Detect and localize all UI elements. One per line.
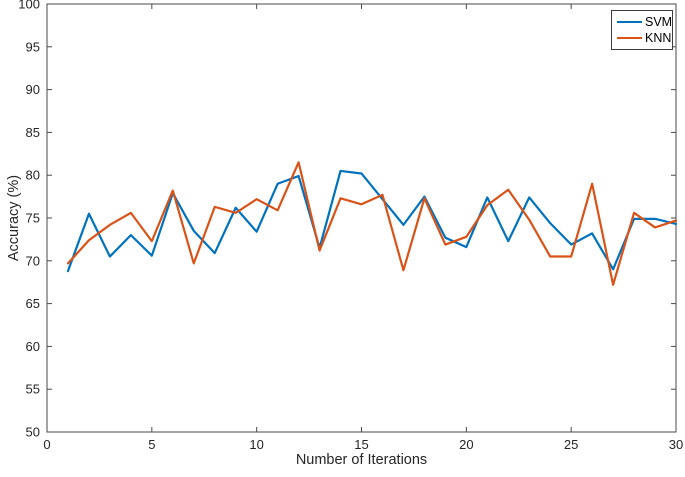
- y-tick-label: 60: [26, 339, 40, 354]
- y-tick-label: 100: [18, 0, 40, 12]
- y-tick-label: 80: [26, 168, 40, 183]
- y-tick-label: 70: [26, 253, 40, 268]
- x-tick-label: 0: [43, 437, 50, 452]
- y-tick-label: 55: [26, 382, 40, 397]
- y-tick-label: 95: [26, 39, 40, 54]
- y-tick-label: 90: [26, 82, 40, 97]
- y-tick-label: 65: [26, 296, 40, 311]
- legend-label-knn: KNN: [645, 31, 672, 45]
- legend-entry-svm: SVM: [617, 14, 673, 30]
- y-tick-label: 75: [26, 211, 40, 226]
- x-tick-label: 15: [354, 437, 368, 452]
- x-tick-label: 10: [249, 437, 263, 452]
- series-line-knn: [66, 161, 678, 286]
- legend-entry-knn: KNN: [617, 30, 672, 46]
- y-tick-label: 50: [26, 425, 40, 440]
- x-tick-label: 20: [459, 437, 473, 452]
- x-tick-label: 30: [669, 437, 683, 452]
- x-tick-label: 5: [148, 437, 155, 452]
- knn-line-sample: [617, 37, 642, 39]
- legend-label-svm: SVM: [645, 15, 673, 29]
- x-axis-label: Number of Iterations: [295, 452, 428, 468]
- y-axis-label: Accuracy (%): [6, 174, 22, 262]
- y-tick-label: 85: [26, 125, 40, 140]
- legend: SVM KNN: [611, 10, 673, 50]
- x-tick-label: 25: [564, 437, 578, 452]
- svm-line-sample: [617, 21, 642, 23]
